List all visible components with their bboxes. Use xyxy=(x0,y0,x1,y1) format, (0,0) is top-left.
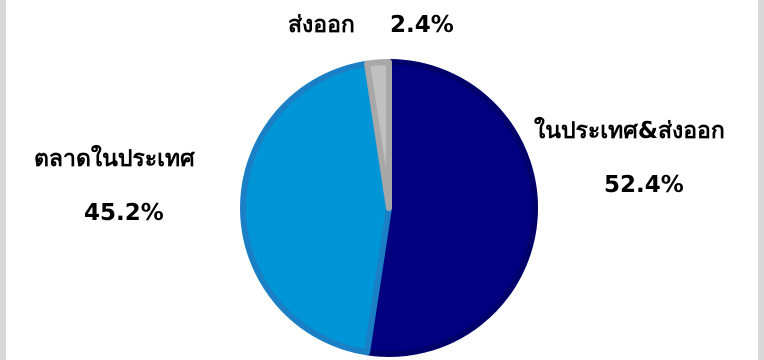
pie-slices xyxy=(240,59,539,357)
slice-value-export: 2.4% xyxy=(390,12,454,38)
slice-domestic xyxy=(240,60,392,356)
slice-label-export: ส่งออก xyxy=(288,12,355,38)
slice-export xyxy=(364,59,392,211)
slice-value-domestic-export: 52.4% xyxy=(604,172,684,198)
slice-domestic-export xyxy=(364,59,539,357)
slice-label-domestic-export: ในประเทศ&ส่งออก xyxy=(534,116,725,144)
slice-label-domestic: ตลาดในประเทศ xyxy=(34,144,195,172)
slice-value-domestic: 45.2% xyxy=(84,200,164,226)
pie-chart: ส่งออก 2.4% ในประเทศ&ส่งออก 52.4% ตลาดใน… xyxy=(34,12,725,357)
